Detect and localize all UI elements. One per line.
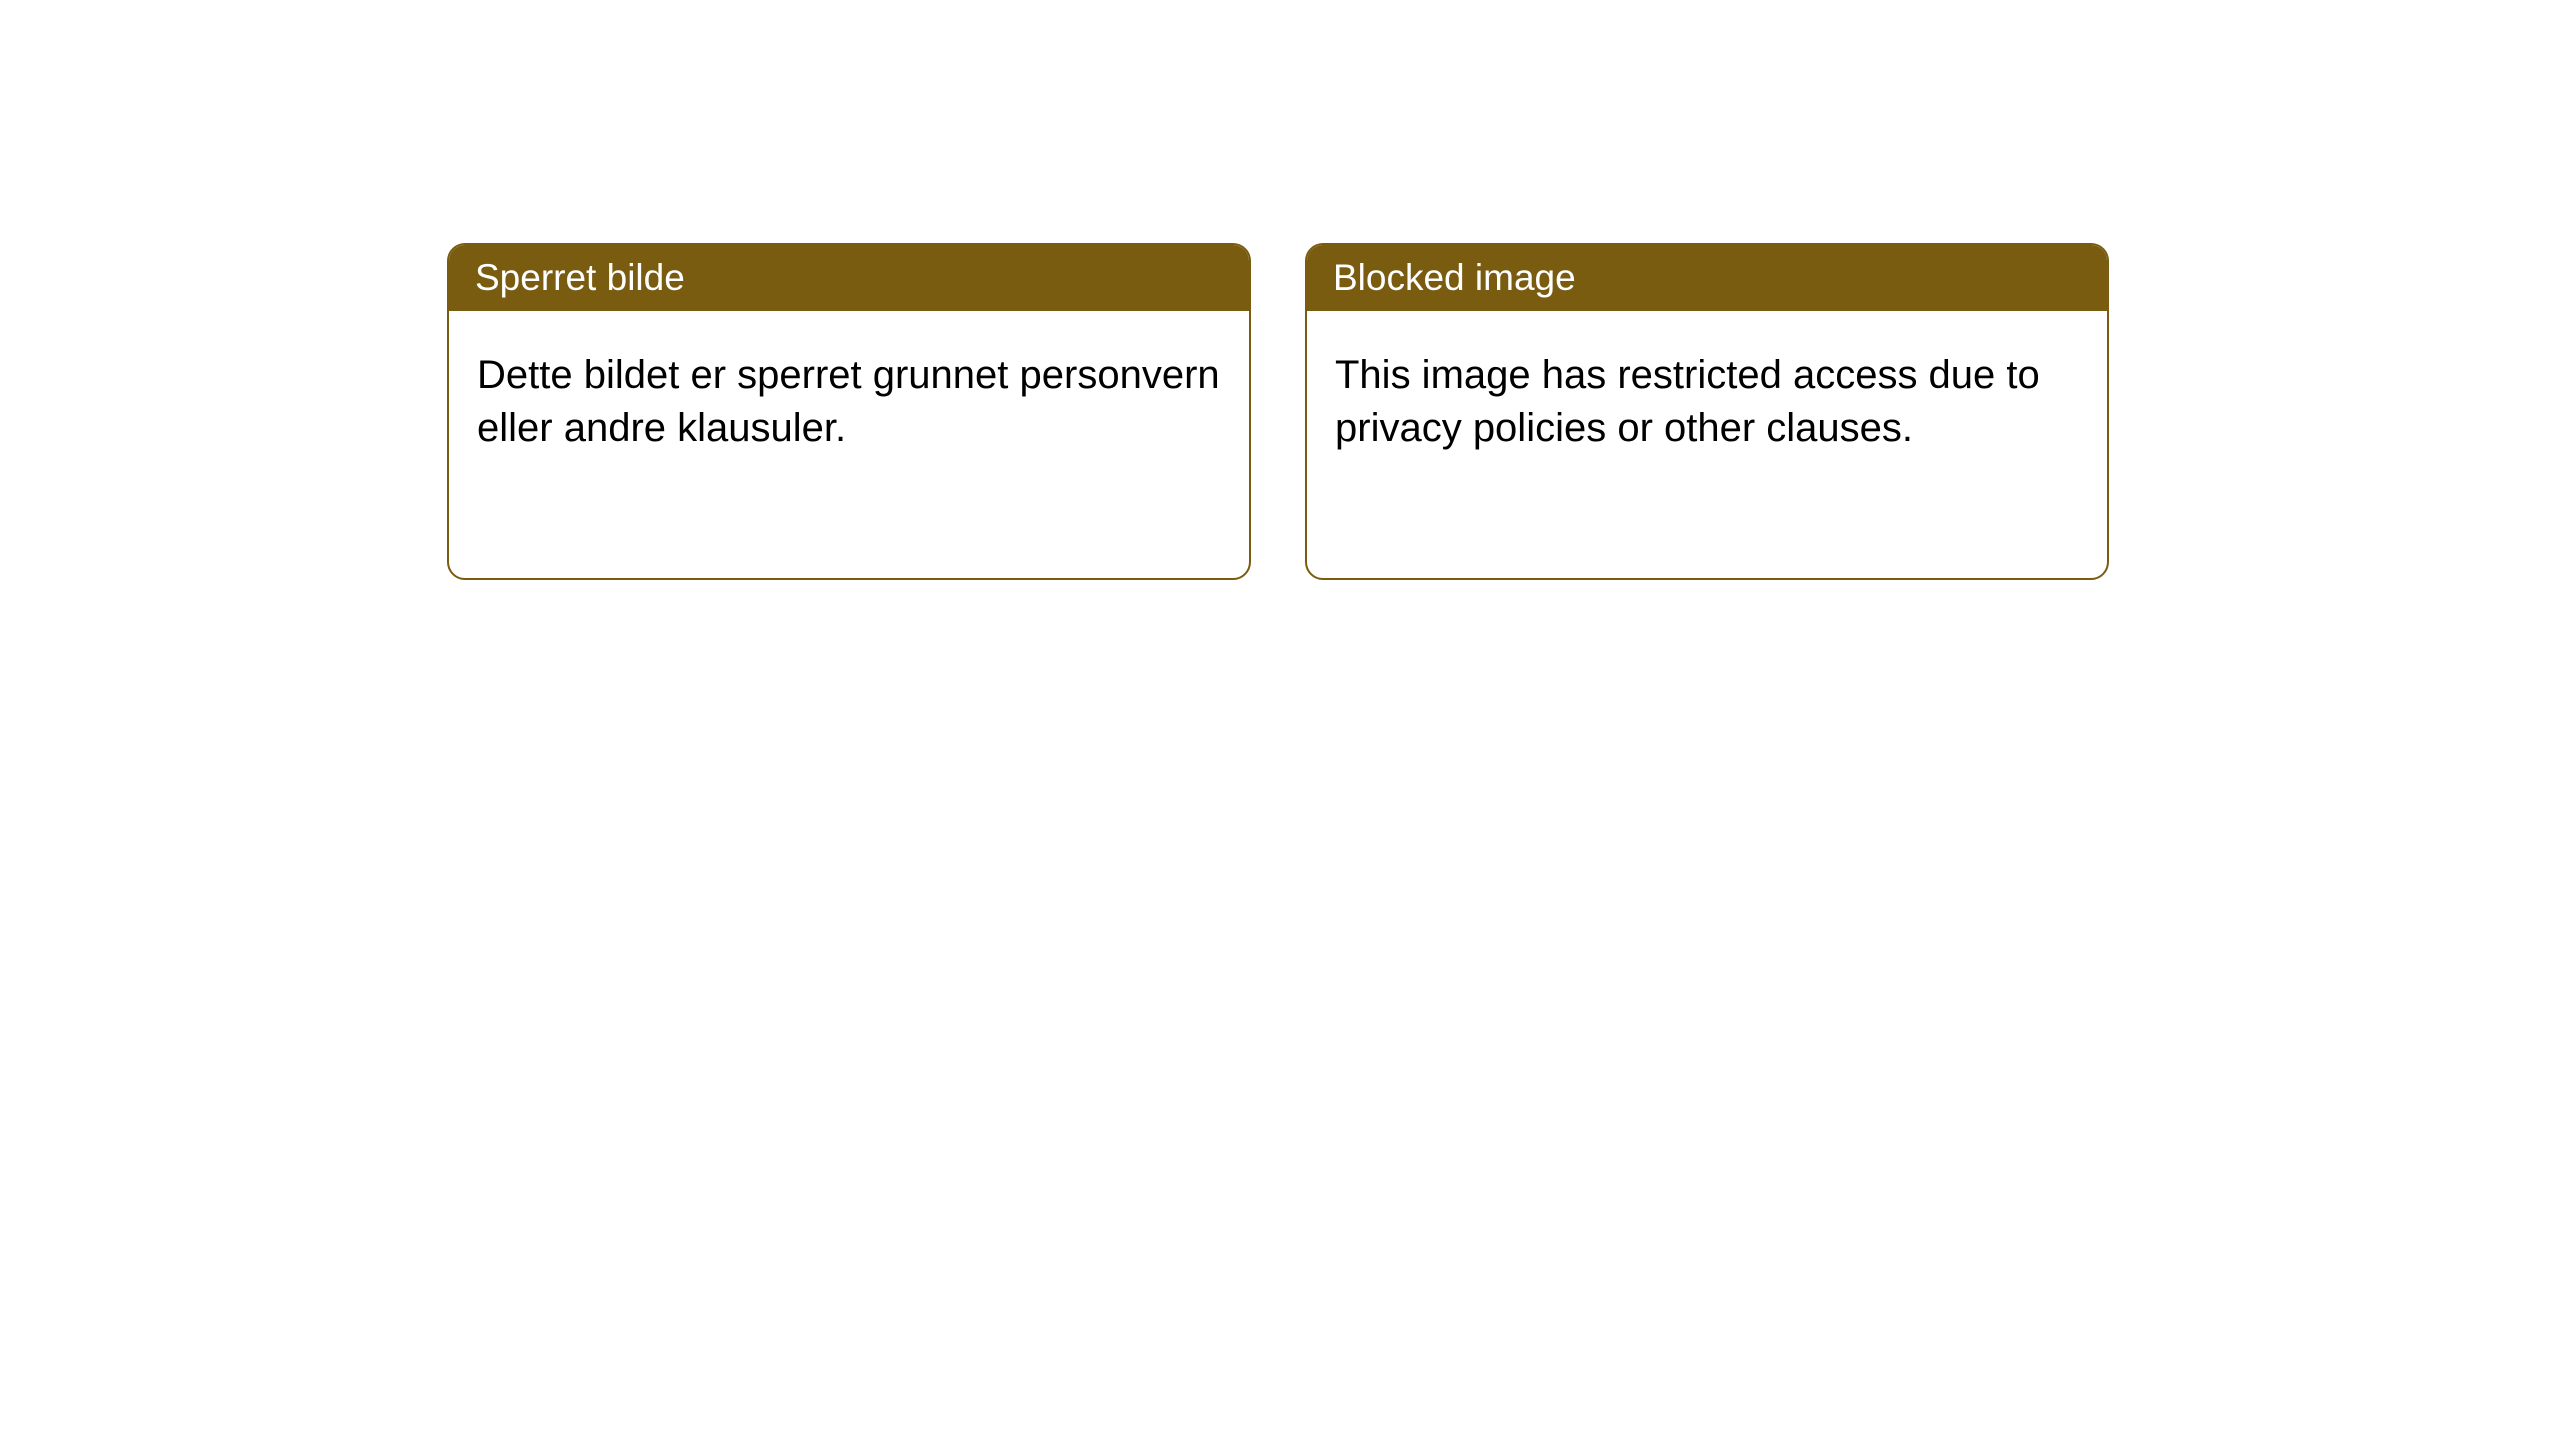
card-body-text: This image has restricted access due to … (1335, 353, 2040, 450)
card-title: Sperret bilde (475, 257, 685, 298)
notice-card-english: Blocked image This image has restricted … (1305, 243, 2109, 580)
card-body: Dette bildet er sperret grunnet personve… (449, 311, 1249, 493)
card-title: Blocked image (1333, 257, 1576, 298)
notice-card-norwegian: Sperret bilde Dette bildet er sperret gr… (447, 243, 1251, 580)
notice-cards-container: Sperret bilde Dette bildet er sperret gr… (0, 0, 2560, 580)
card-header: Blocked image (1307, 245, 2107, 311)
card-body-text: Dette bildet er sperret grunnet personve… (477, 353, 1220, 450)
card-body: This image has restricted access due to … (1307, 311, 2107, 493)
card-header: Sperret bilde (449, 245, 1249, 311)
